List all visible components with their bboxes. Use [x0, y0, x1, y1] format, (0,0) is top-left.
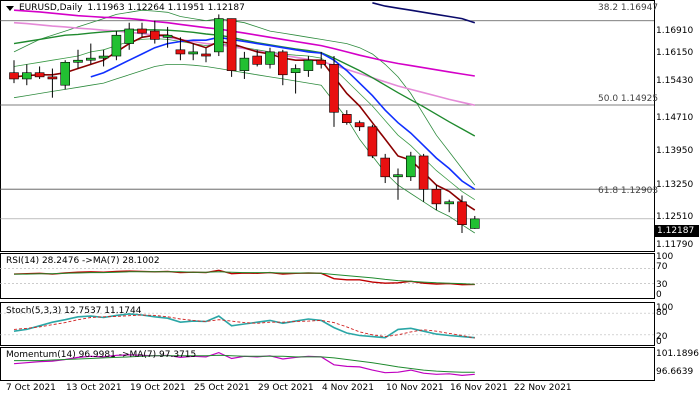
candle-body [405, 155, 416, 178]
candle-body [393, 174, 403, 178]
stoch-pane[interactable]: Stoch(5,3,3) 12.7537 11.1744 100 80 20 0 [0, 302, 700, 347]
momentum-pane[interactable]: Momentum(14) 96.9981 ->MA(7) 97.3715 101… [0, 347, 700, 381]
price-axis-label: 1.13950 [656, 146, 694, 156]
candle-body [469, 218, 480, 229]
candle-body [111, 34, 122, 57]
candle-body [341, 114, 352, 123]
date-label: 4 Nov 2021 [322, 383, 374, 393]
fibo-label-61: 61.8 1.12903 [598, 186, 659, 196]
rsi-chart[interactable] [0, 253, 700, 299]
fibo-label-38: 38.2 1.16947 [598, 3, 659, 13]
candle-body [21, 72, 32, 80]
candle-body [73, 59, 83, 63]
candle-body [162, 34, 173, 38]
candle-body [239, 57, 250, 71]
candle-body [354, 122, 365, 128]
ma-green-line [13, 29, 476, 137]
date-label: 19 Oct 2021 [130, 383, 186, 393]
candle-body [431, 188, 442, 205]
fibo-label-50: 50.0 1.14925 [598, 94, 659, 104]
candle-body [34, 72, 45, 78]
symbol-timeframe: EURUSD,Daily [19, 3, 83, 13]
ohlc-values: 1.11963 1.12264 1.11951 1.12187 [87, 3, 245, 13]
price-pane[interactable]: EURUSD,Daily 1.11963 1.12264 1.11951 1.1… [0, 0, 700, 252]
date-label: 16 Nov 2021 [450, 383, 508, 393]
candle-body [60, 61, 71, 86]
pane-frame [0, 0, 655, 252]
price-chart[interactable] [0, 0, 700, 252]
ma-blue-line [90, 36, 476, 190]
ma-pink-line [13, 21, 475, 106]
candle-body [188, 51, 198, 55]
stoch-axis-label: 80 [656, 308, 668, 318]
momentum-axis-label: 96.6639 [656, 367, 694, 377]
candle-body [444, 201, 455, 205]
date-label: 10 Nov 2021 [386, 383, 444, 393]
date-label: 13 Oct 2021 [66, 383, 122, 393]
price-axis-label: 1.16910 [656, 26, 694, 36]
price-axis-label: 1.11790 [656, 240, 694, 250]
candle-body [150, 30, 160, 40]
candle-body [201, 53, 211, 57]
price-axis-label: 1.15430 [656, 76, 694, 86]
price-axis-label: 1.12510 [656, 212, 694, 222]
ma-magenta-line [13, 9, 475, 77]
candle-body [380, 157, 391, 178]
date-label: 29 Oct 2021 [258, 383, 314, 393]
stoch-chart[interactable] [0, 302, 700, 346]
candle-body [86, 57, 96, 61]
pane-frame [0, 347, 655, 381]
rsi-ma-line [14, 271, 475, 285]
candle-body [367, 126, 378, 157]
chart-header: EURUSD,Daily 1.11963 1.12264 1.11951 1.1… [6, 3, 245, 13]
ma-navy-line [372, 2, 476, 24]
price-axis-label: 1.14710 [656, 113, 694, 123]
price-axis-label: 1.16150 [656, 48, 694, 58]
last-price-tag: 1.12187 [655, 225, 699, 237]
rsi-axis-label: 70 [656, 262, 668, 272]
dropdown-triangle-icon[interactable] [6, 5, 14, 11]
candle-body [277, 51, 288, 76]
candle-body [290, 68, 301, 74]
pane-frame [0, 253, 655, 299]
candle-body [457, 201, 467, 225]
stoch-k-line [13, 313, 475, 339]
candle-body [265, 51, 275, 65]
date-label: 7 Oct 2021 [6, 383, 56, 393]
bollinger-upper-line [13, 9, 476, 186]
bollinger-lower-line [13, 64, 476, 234]
pane-frame [0, 302, 655, 346]
stoch-axis-label: 20 [656, 332, 668, 342]
momentum-axis-label: 101.1896 [656, 349, 699, 359]
candle-body [316, 59, 327, 65]
ma-darkred-line [13, 34, 476, 211]
rsi-axis-label: 0 [656, 290, 662, 300]
rsi-axis-label: 100 [656, 252, 674, 262]
candle-body [98, 55, 109, 59]
candle-body [137, 28, 147, 34]
stoch-axis-label: 100 [656, 303, 674, 313]
date-label: 22 Nov 2021 [514, 383, 572, 393]
rsi-pane[interactable]: RSI(14) 28.2476 ->MA(7) 28.1002 100 70 3… [0, 252, 700, 300]
candle-body [47, 76, 58, 80]
stoch-d-line [13, 314, 475, 339]
rsi-axis-label: 30 [656, 280, 668, 290]
candle-body [329, 64, 339, 113]
candle-body [175, 49, 186, 55]
stoch-label: Stoch(5,3,3) 12.7537 11.1744 [6, 306, 142, 316]
price-axis-label: 1.13250 [656, 180, 694, 190]
momentum-label: Momentum(14) 96.9981 ->MA(7) 97.3715 [6, 350, 197, 360]
candle-body [9, 72, 19, 80]
candle-body [252, 55, 262, 65]
candle-body [303, 59, 314, 71]
momentum-chart[interactable] [0, 347, 700, 381]
momentum-ma-line [14, 354, 475, 373]
candle-body [418, 155, 429, 190]
candle-body [124, 28, 134, 44]
rsi-label: RSI(14) 28.2476 ->MA(7) 28.1002 [6, 256, 160, 266]
candle-body [214, 18, 224, 53]
stoch-axis-label: 0 [656, 337, 662, 347]
candle-body [226, 18, 237, 71]
date-label: 25 Oct 2021 [194, 383, 250, 393]
